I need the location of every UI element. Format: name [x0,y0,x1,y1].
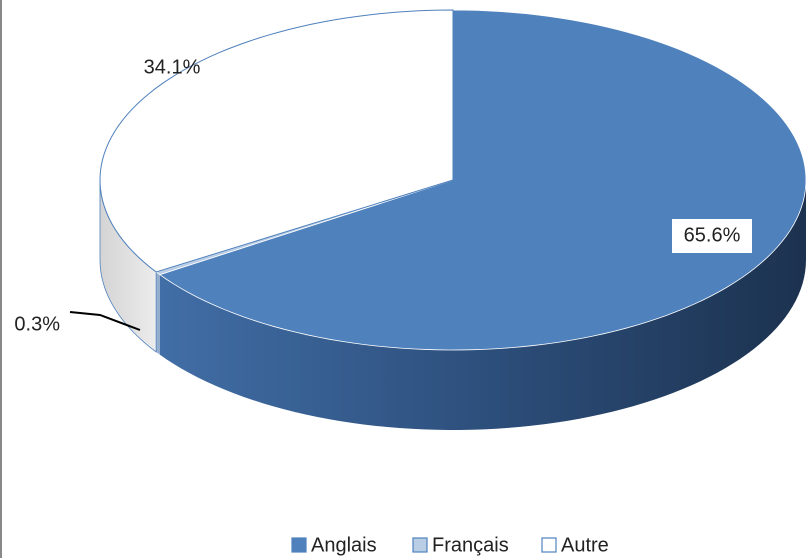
slice-side [156,271,160,355]
leader-line [69,311,141,331]
legend-label: Autre [561,534,609,556]
slice-side [159,180,806,430]
data-label: 65.6% [684,224,741,246]
data-label: 0.3% [14,313,60,335]
legend-swatch [541,537,557,553]
slice [99,9,454,273]
legend-swatch [291,537,307,553]
legend-swatch [412,537,428,553]
legend-label: Français [432,534,509,556]
slice [158,9,806,351]
data-label: 34.1% [144,56,201,78]
legend-label: Anglais [311,534,377,556]
label-box [672,219,752,253]
